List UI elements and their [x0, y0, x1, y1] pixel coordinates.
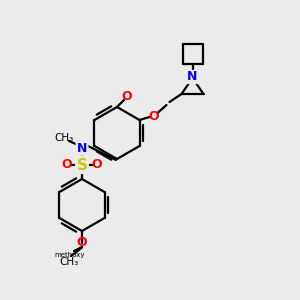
Text: O: O [122, 91, 132, 103]
Text: S: S [76, 158, 88, 172]
Text: N: N [77, 142, 87, 154]
Text: O: O [62, 158, 72, 172]
Text: O: O [148, 110, 159, 122]
Text: methoxy: methoxy [55, 252, 85, 258]
Text: O: O [92, 158, 102, 172]
Text: N: N [187, 70, 198, 83]
Text: O: O [77, 236, 87, 250]
Text: CH₃: CH₃ [54, 133, 74, 143]
Text: CH₃: CH₃ [59, 257, 79, 267]
